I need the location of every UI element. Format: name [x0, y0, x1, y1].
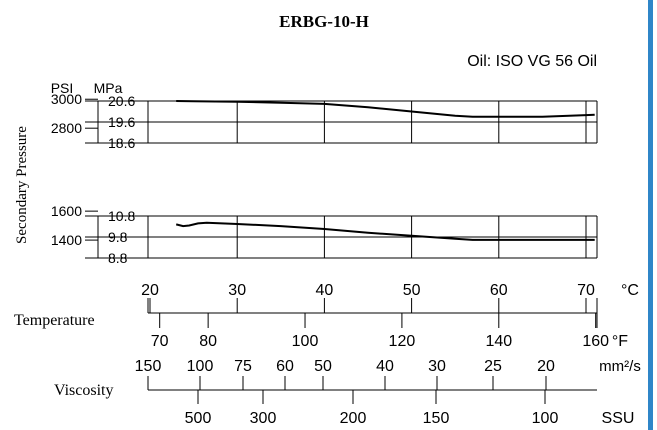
celsius-tick-label: 70	[577, 282, 595, 299]
upper-panel-mpa-tick-label: 20.6	[108, 93, 135, 109]
panel-frames	[85, 98, 598, 404]
celsius-tick-label: 50	[403, 282, 421, 299]
cst-tick-label: 40	[376, 358, 394, 375]
mpa-unit-label: MPa	[94, 80, 123, 96]
celsius-tick-label: 40	[316, 282, 334, 299]
celsius-tick-label: 60	[490, 282, 508, 299]
cst-tick-label: 25	[484, 358, 502, 375]
cst-tick-label: 100	[187, 358, 214, 375]
chart-title: ERBG-10-H	[279, 12, 369, 31]
upper-panel-mpa-tick-label: 18.6	[108, 135, 135, 151]
ssu-tick-label: 100	[532, 410, 559, 427]
ssu-tick-label: 150	[423, 410, 450, 427]
cst-unit-label: mm²/s	[599, 358, 641, 375]
upper-panel-psi-tick-label: 3000	[51, 91, 82, 107]
fahrenheit-tick-label: 100	[292, 333, 319, 350]
right-edge-rule	[648, 0, 653, 430]
fahrenheit-tick-label: 160	[582, 333, 609, 350]
viscosity-axis-label: Viscosity	[54, 382, 113, 399]
cst-tick-label: 60	[276, 358, 294, 375]
lower-panel-mpa-tick-label: 10.8	[108, 208, 135, 224]
upper-panel-series-line-0	[176, 100, 595, 118]
lower-panel-series-line-0	[175, 221, 595, 241]
lower-panel-psi-tick-label: 1400	[51, 232, 82, 248]
fahrenheit-tick-label: 70	[151, 333, 169, 350]
cst-tick-label: 30	[428, 358, 446, 375]
ssu-unit-label: SSU	[602, 410, 635, 427]
fahrenheit-tick-label: 120	[389, 333, 416, 350]
lower-panel-mpa-tick-label: 8.8	[108, 250, 128, 266]
y-axis-label: Secondary Pressure	[14, 126, 30, 244]
ssu-tick-label: 200	[340, 410, 367, 427]
ssu-tick-label: 500	[185, 410, 212, 427]
fahrenheit-tick-label: 140	[485, 333, 512, 350]
upper-panel-mpa-tick-label: 19.6	[108, 114, 135, 130]
temperature-axis-label: Temperature	[14, 312, 95, 329]
chart-marks: 20.6 19.6 18.6 3000 2800 10.8 9.8 8.8 1600 1400 20…	[51, 91, 641, 427]
celsius-tick-label: 20	[141, 282, 159, 299]
lower-panel-psi-tick-label: 1600	[51, 203, 82, 219]
upper-panel-psi-tick-label: 2800	[51, 120, 82, 136]
cst-tick-label: 50	[314, 358, 332, 375]
cst-tick-label: 150	[135, 358, 162, 375]
psi-unit-label: PSI	[51, 80, 74, 96]
celsius-tick-label: 30	[228, 282, 246, 299]
lower-panel-mpa-tick-label: 9.8	[108, 229, 128, 245]
fahrenheit-tick-label: 80	[199, 333, 217, 350]
ssu-tick-label: 300	[250, 410, 277, 427]
cst-tick-label: 20	[537, 358, 555, 375]
oil-note: Oil: ISO VG 56 Oil	[467, 53, 597, 70]
fahrenheit-unit-label: °F	[612, 333, 628, 350]
celsius-unit-label: °C	[621, 282, 639, 299]
cst-tick-label: 75	[234, 358, 252, 375]
